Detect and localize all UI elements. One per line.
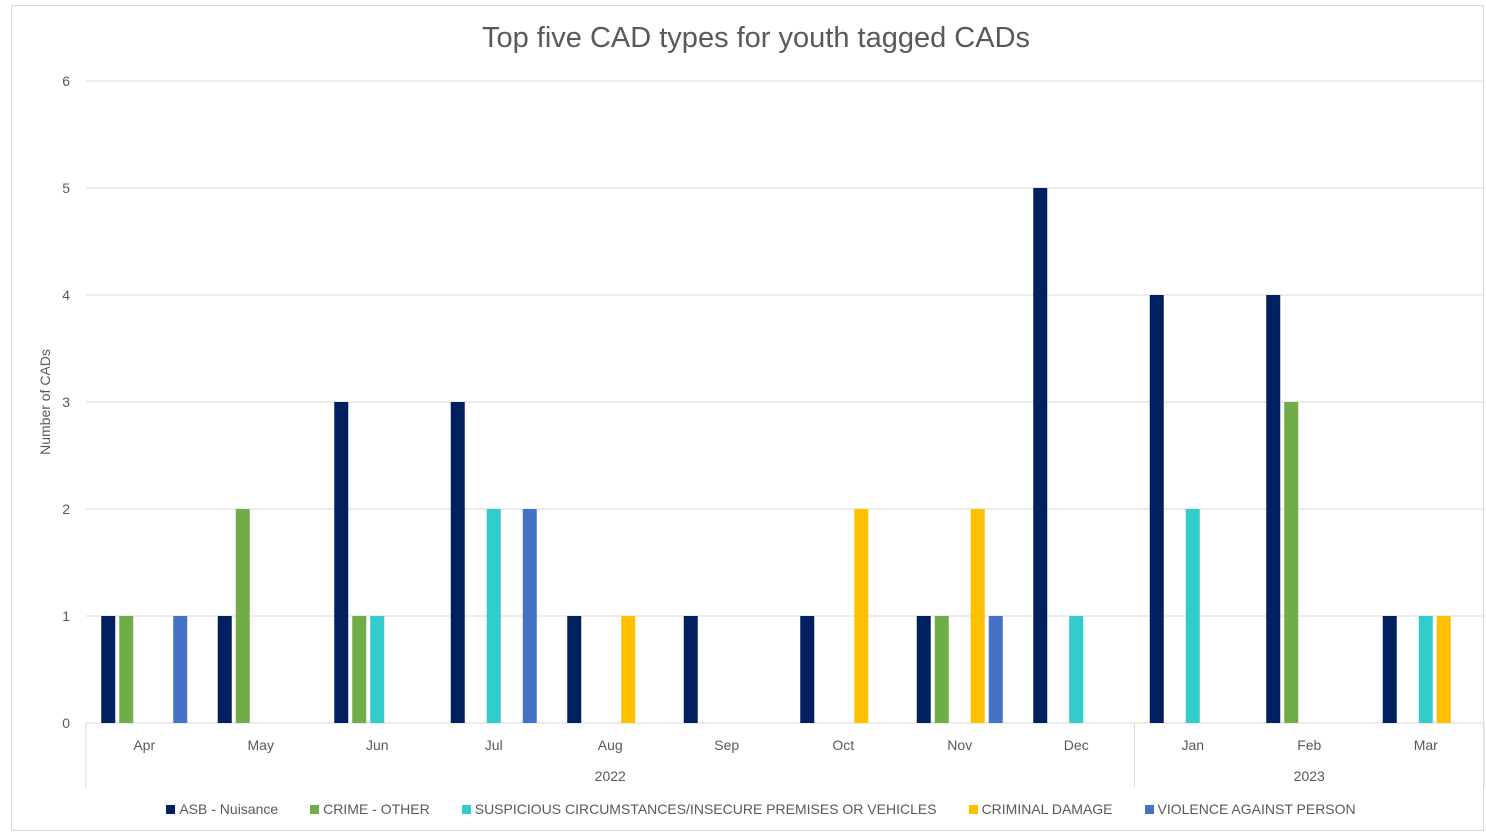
bar — [1418, 616, 1433, 723]
bar — [370, 616, 385, 723]
legend-item-suspicious-circumstances: SUSPICIOUS CIRCUMSTANCES/INSECURE PREMIS… — [461, 801, 937, 817]
x-tick-label: Aug — [598, 737, 623, 753]
legend-item-asb-nuisance: ASB - Nuisance — [166, 801, 278, 817]
group-label: 2023 — [1294, 768, 1325, 784]
legend-swatch — [1144, 804, 1154, 814]
bar — [101, 616, 116, 723]
legend-label: CRIME - OTHER — [323, 801, 430, 817]
bar — [450, 402, 465, 723]
y-tick-label: 0 — [62, 715, 70, 731]
legend-swatch — [310, 804, 320, 814]
y-tick-label: 3 — [62, 394, 70, 410]
legend-swatch — [461, 804, 471, 814]
bar — [173, 616, 188, 723]
bar — [567, 616, 582, 723]
bar — [522, 509, 537, 723]
legend-item-violence-against-person: VIOLENCE AGAINST PERSON — [1144, 801, 1356, 817]
x-tick-label: May — [248, 737, 274, 753]
bar — [988, 616, 1003, 723]
x-tick-label: Dec — [1064, 737, 1089, 753]
y-tick-label: 2 — [62, 501, 70, 517]
chart-legend: ASB - Nuisance CRIME - OTHER SUSPICIOUS … — [0, 801, 1486, 817]
bar — [119, 616, 134, 723]
y-tick-label: 1 — [62, 608, 70, 624]
x-tick-label: Nov — [947, 737, 972, 753]
bar — [1266, 295, 1281, 723]
legend-label: CRIMINAL DAMAGE — [981, 801, 1113, 817]
bar — [621, 616, 636, 723]
bar — [970, 509, 985, 723]
legend-item-crime-other: CRIME - OTHER — [310, 801, 430, 817]
bar — [1436, 616, 1451, 723]
chart-frame — [11, 5, 1484, 831]
bar — [235, 509, 250, 723]
legend-item-criminal-damage: CRIMINAL DAMAGE — [968, 801, 1113, 817]
bar — [800, 616, 815, 723]
bar — [334, 402, 349, 723]
bar — [486, 509, 501, 723]
legend-label: ASB - Nuisance — [179, 801, 279, 817]
bar — [1185, 509, 1200, 723]
x-tick-label: Jul — [485, 737, 503, 753]
bar — [934, 616, 949, 723]
x-tick-label: Jun — [366, 737, 389, 753]
x-tick-label: Sep — [714, 737, 739, 753]
x-tick-label: Oct — [832, 737, 854, 753]
legend-label: VIOLENCE AGAINST PERSON — [1157, 801, 1356, 817]
y-tick-label: 6 — [62, 73, 70, 89]
bar — [217, 616, 232, 723]
y-tick-label: 4 — [62, 287, 70, 303]
group-label: 2022 — [595, 768, 626, 784]
legend-swatch — [166, 804, 176, 814]
bar — [1033, 188, 1048, 723]
chart-title: Top five CAD types for youth tagged CADs — [481, 22, 1031, 54]
x-tick-label: Mar — [1414, 737, 1438, 753]
bar — [854, 509, 869, 723]
legend-label: SUSPICIOUS CIRCUMSTANCES/INSECURE PREMIS… — [474, 801, 937, 817]
bar — [1382, 616, 1397, 723]
bar — [1069, 616, 1084, 723]
bar — [1284, 402, 1299, 723]
bar — [683, 616, 698, 723]
bar — [1149, 295, 1164, 723]
y-tick-label: 5 — [62, 180, 70, 196]
x-tick-label: Apr — [133, 737, 155, 753]
x-tick-label: Jan — [1181, 737, 1204, 753]
bar — [352, 616, 367, 723]
legend-swatch — [968, 804, 978, 814]
bar — [916, 616, 931, 723]
x-tick-label: Feb — [1297, 737, 1321, 753]
